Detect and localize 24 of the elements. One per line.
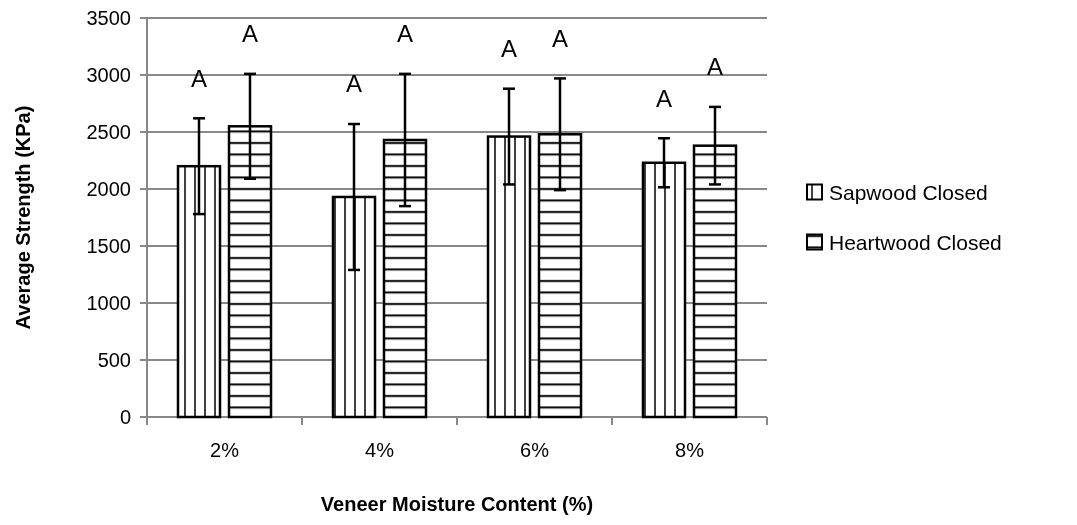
x-axis-title: Veneer Moisture Content (%) <box>320 493 594 515</box>
annotation: A <box>706 53 724 81</box>
annotation: A <box>190 64 208 92</box>
annotation: A <box>500 35 518 63</box>
annotation: A <box>396 20 414 48</box>
x-tick-label: 4% <box>365 439 395 461</box>
annotation: A <box>345 70 363 98</box>
y-axis-title: Average Strength (KPa) <box>12 105 34 330</box>
legend-label: Sapwood Closed <box>829 180 988 204</box>
annotation: A <box>551 24 569 52</box>
y-tick-label: 1500 <box>86 235 131 257</box>
y-tick-label: 3000 <box>86 64 131 86</box>
y-tick-label: 1000 <box>86 292 131 314</box>
y-tick-label: 2000 <box>86 178 131 200</box>
y-tick-label: 0 <box>119 406 131 428</box>
x-tick-label: 8% <box>675 439 705 461</box>
annotation: A <box>655 84 673 112</box>
legend-label: Heartwood Closed <box>829 230 1002 254</box>
y-tick-label: 3500 <box>86 7 131 29</box>
y-tick-label: 500 <box>97 349 131 371</box>
annotation: A <box>241 20 259 48</box>
x-tick-label: 6% <box>520 439 550 461</box>
x-tick-label: 2% <box>210 439 240 461</box>
y-tick-label: 2500 <box>86 121 131 143</box>
